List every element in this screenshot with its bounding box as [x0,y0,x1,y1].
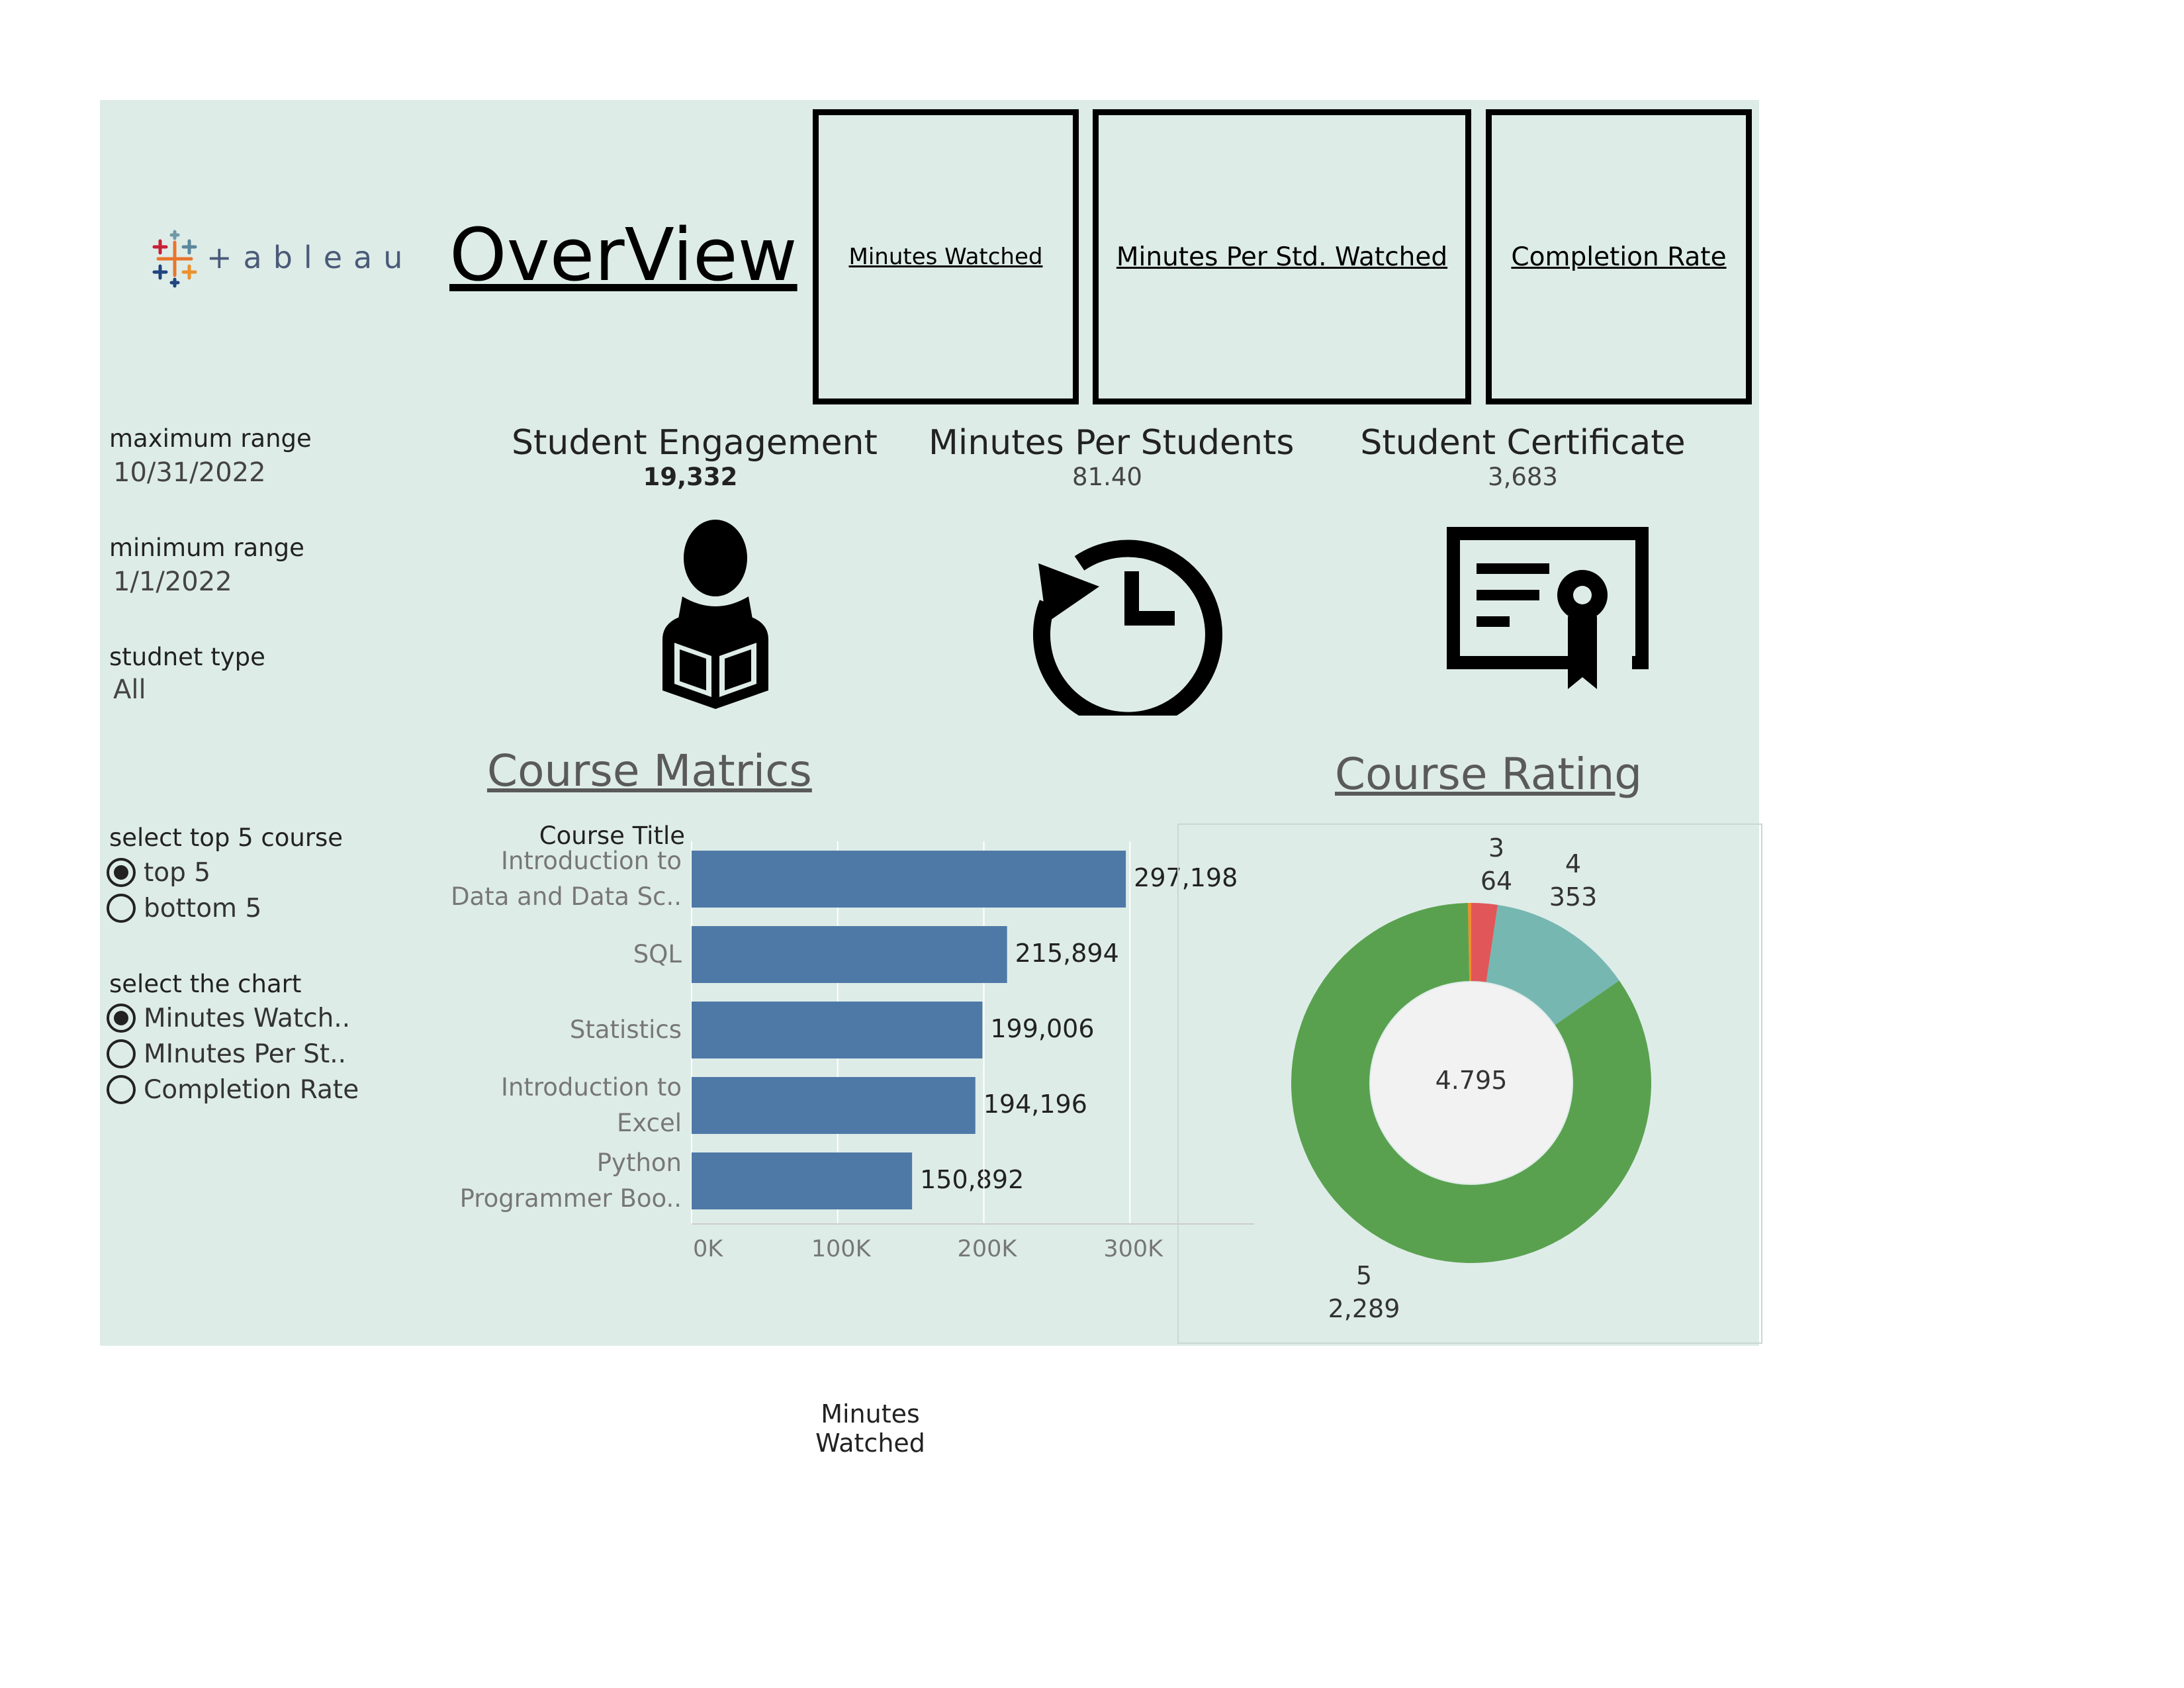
radio-button-icon [107,894,136,923]
donut-slice-rating-3[interactable] [1471,903,1498,982]
course-rating-title: Course Rating [1335,749,1643,800]
slice-rating: 3 [1488,833,1505,863]
radio-button-icon [107,1004,136,1033]
radio-label: Minutes Watch.. [144,1003,351,1033]
donut-center [1371,982,1572,1184]
top5-radio-group: top 5 bottom 5 [107,855,261,926]
x-tick-label: 300K [1103,1236,1163,1262]
kpi-title: Student Engagement [512,423,878,463]
bar[interactable] [692,1152,913,1209]
slice-count: 353 [1549,882,1598,912]
category-label: Introduction to Data and Data Sc.. [354,843,682,915]
slice-rating: 5 [1355,1261,1373,1290]
top5-select-label: select top 5 course [109,823,343,852]
chart-select-label: select the chart [109,970,302,998]
kpi-title: Minutes Per Students [929,423,1295,463]
max-range-value[interactable]: 10/31/2022 [113,457,266,488]
donut-chart-svg [1291,903,1651,1263]
kpi-title: Student Certificate [1360,423,1686,463]
bar[interactable] [692,1077,976,1134]
kpi-student-engagement: Student Engagement 19,332 [512,423,878,491]
x-axis-title: Minutes Watched [815,1399,925,1458]
x-tick-label: 0K [693,1236,723,1262]
category-label-line: Statistics [569,1015,682,1044]
slice-count: 64 [1480,867,1513,896]
category-label: Python Programmer Boo.. [354,1145,682,1217]
donut-slice-rating-5[interactable] [1291,903,1651,1263]
bar[interactable] [692,926,1007,983]
student-reading-icon [662,520,768,709]
radio-label: MInutes Per St.. [144,1039,346,1069]
minutes-per-std-watched-button[interactable]: Minutes Per Std. Watched [1093,109,1471,404]
category-label: Introduction to Excel [354,1070,682,1141]
category-label-line: Programmer Boo.. [459,1184,682,1213]
radio-button-icon [107,1075,136,1104]
donut-slice-rating-4[interactable] [1486,904,1619,1025]
radio-button-icon [107,858,136,887]
bar-value-label: 199,006 [990,1014,1095,1043]
radio-label: bottom 5 [144,893,262,923]
tableau-logo: +ableau [148,229,426,289]
bar-value-label: 297,198 [1134,863,1238,892]
kpi-student-certificate: Student Certificate 3,683 [1344,423,1702,491]
completion-rate-button[interactable]: Completion Rate [1486,109,1752,404]
category-label-line: Data and Data Sc.. [451,882,682,911]
donut-center-label: 4.795 [1435,1066,1508,1095]
course-rating-panel: 4.795 5 2,289 3 64 4 353 [1177,823,1762,1344]
student-type-value[interactable]: All [113,675,146,705]
donut-slice-label: 3 64 [1450,831,1543,898]
max-range-label: maximum range [109,424,312,453]
min-range-value[interactable]: 1/1/2022 [113,567,232,597]
category-label-line: Introduction to [501,847,682,875]
course-metrics-title: Course Matrics [487,745,812,796]
radio-minutes-watched[interactable]: Minutes Watch.. [107,1000,359,1036]
category-axis-title: Course Title [539,821,685,850]
history-clock-icon [1033,539,1222,716]
radio-bottom-5[interactable]: bottom 5 [107,890,261,926]
student-type-label: studnet type [109,643,265,671]
bar[interactable] [692,851,1126,908]
bar-value-label: 150,892 [920,1165,1024,1194]
kpi-minutes-per-students: Minutes Per Students 81.40 [929,423,1295,491]
x-tick-label: 100K [811,1236,871,1262]
radio-minutes-per-student[interactable]: MInutes Per St.. [107,1036,359,1072]
bar[interactable] [692,1002,983,1058]
donut-slice-label: 4 353 [1527,847,1619,914]
tableau-logo-text: +ableau [206,240,414,275]
bar-value-label: 215,894 [1015,939,1119,968]
category-label-line: Excel [616,1109,682,1137]
bar-value-label: 194,196 [983,1090,1087,1119]
kpi-value: 3,683 [1488,463,1558,491]
radio-completion-rate[interactable]: Completion Rate [107,1072,359,1107]
certificate-icon [1447,527,1649,689]
radio-label: top 5 [144,857,211,888]
slice-rating: 4 [1565,849,1582,878]
chart-radio-group: Minutes Watch.. MInutes Per St.. Complet… [107,1000,359,1107]
radio-label: Completion Rate [144,1074,359,1105]
donut-slice-label: 5 2,289 [1318,1259,1410,1325]
kpi-value: 19,332 [643,463,738,491]
category-label-line: Introduction to [501,1073,682,1102]
page-title: OverView [449,212,797,297]
x-tick-label: 200K [957,1236,1017,1262]
minutes-watched-button[interactable]: Minutes Watched [813,109,1079,404]
slice-count: 2,289 [1328,1294,1400,1323]
dashboard: +ableau OverView Minutes Watched Minutes… [100,100,1762,1458]
radio-button-icon [107,1039,136,1068]
tableau-logo-icon [152,230,197,288]
course-metrics-chart: Course Title 297,198 Introduction to Data … [354,821,1261,1458]
category-label-line: SQL [633,940,682,968]
radio-top-5[interactable]: top 5 [107,855,261,890]
category-label: Statistics [354,1012,682,1048]
donut-slice-other[interactable] [1467,903,1471,982]
category-label: SQL [354,937,682,972]
bar-chart-svg [691,841,1254,1225]
kpi-value: 81.40 [1072,463,1142,491]
category-label-line: Python [596,1149,682,1177]
min-range-label: minimum range [109,534,304,562]
